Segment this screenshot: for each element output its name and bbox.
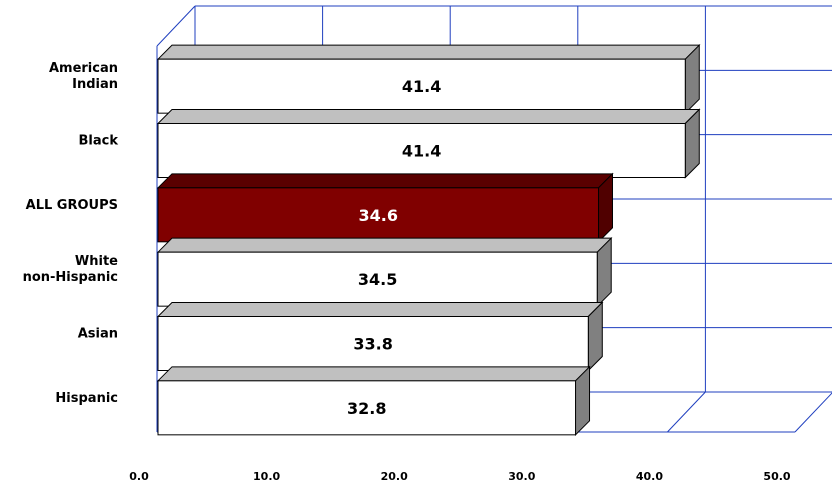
category-label: American Indian bbox=[49, 61, 118, 92]
x-tick-labels: 0.0 10.0 20.0 30.0 40.0 50.0 bbox=[129, 470, 791, 483]
value-label: 34.6 bbox=[359, 206, 398, 225]
chart-bars: 41.4 41.4 34.6 34.5 33.8 32.8 bbox=[156, 43, 701, 437]
bar-asian: 33.8 bbox=[156, 301, 604, 372]
value-label: 32.8 bbox=[347, 399, 386, 418]
category-label: ALL GROUPS bbox=[26, 198, 118, 213]
value-label: 34.5 bbox=[358, 270, 397, 289]
x-tick-label: 30.0 bbox=[508, 470, 535, 483]
category-label: Black bbox=[79, 134, 119, 149]
x-tick-label: 50.0 bbox=[763, 470, 790, 483]
bar-all-groups-top bbox=[156, 173, 614, 189]
bar-all-groups: 34.6 bbox=[156, 172, 614, 244]
value-label: 33.8 bbox=[353, 335, 392, 354]
bar-all-groups-front bbox=[157, 187, 599, 243]
floor-gridline bbox=[667, 391, 706, 433]
category-label: White non-Hispanic bbox=[23, 254, 119, 285]
bar-white-non-hispanic-front bbox=[157, 251, 598, 307]
category-labels: American Indian Black ALL GROUPS White non-Hi… bbox=[23, 61, 119, 406]
x-tick-label: 40.0 bbox=[636, 470, 663, 483]
bar-white-non-hispanic: 34.5 bbox=[156, 236, 613, 308]
bar-white-non-hispanic-top bbox=[156, 237, 613, 253]
floor-gridline bbox=[794, 392, 832, 433]
bar-asian-top bbox=[156, 302, 604, 317]
bar-black-front bbox=[157, 123, 686, 178]
bar-hispanic: 32.8 bbox=[156, 365, 591, 437]
bar-hispanic-front bbox=[157, 380, 577, 436]
x-tick-label: 20.0 bbox=[381, 470, 408, 483]
bar-american-indian-front bbox=[157, 58, 686, 114]
x-tick-label: 0.0 bbox=[129, 470, 149, 483]
category-label: Hispanic bbox=[55, 391, 118, 406]
bar-black: 41.4 bbox=[156, 108, 701, 179]
value-label: 41.4 bbox=[402, 77, 441, 96]
bar-american-indian-top bbox=[156, 44, 701, 60]
side-wall-diagonal bbox=[156, 5, 196, 47]
bar-asian-front bbox=[157, 316, 589, 371]
bar-american-indian: 41.4 bbox=[156, 43, 701, 115]
bar-hispanic-top bbox=[156, 366, 591, 382]
value-label: 41.4 bbox=[402, 142, 441, 161]
category-label: Asian bbox=[78, 327, 118, 342]
bar-black-top bbox=[156, 109, 701, 124]
x-tick-label: 10.0 bbox=[253, 470, 280, 483]
